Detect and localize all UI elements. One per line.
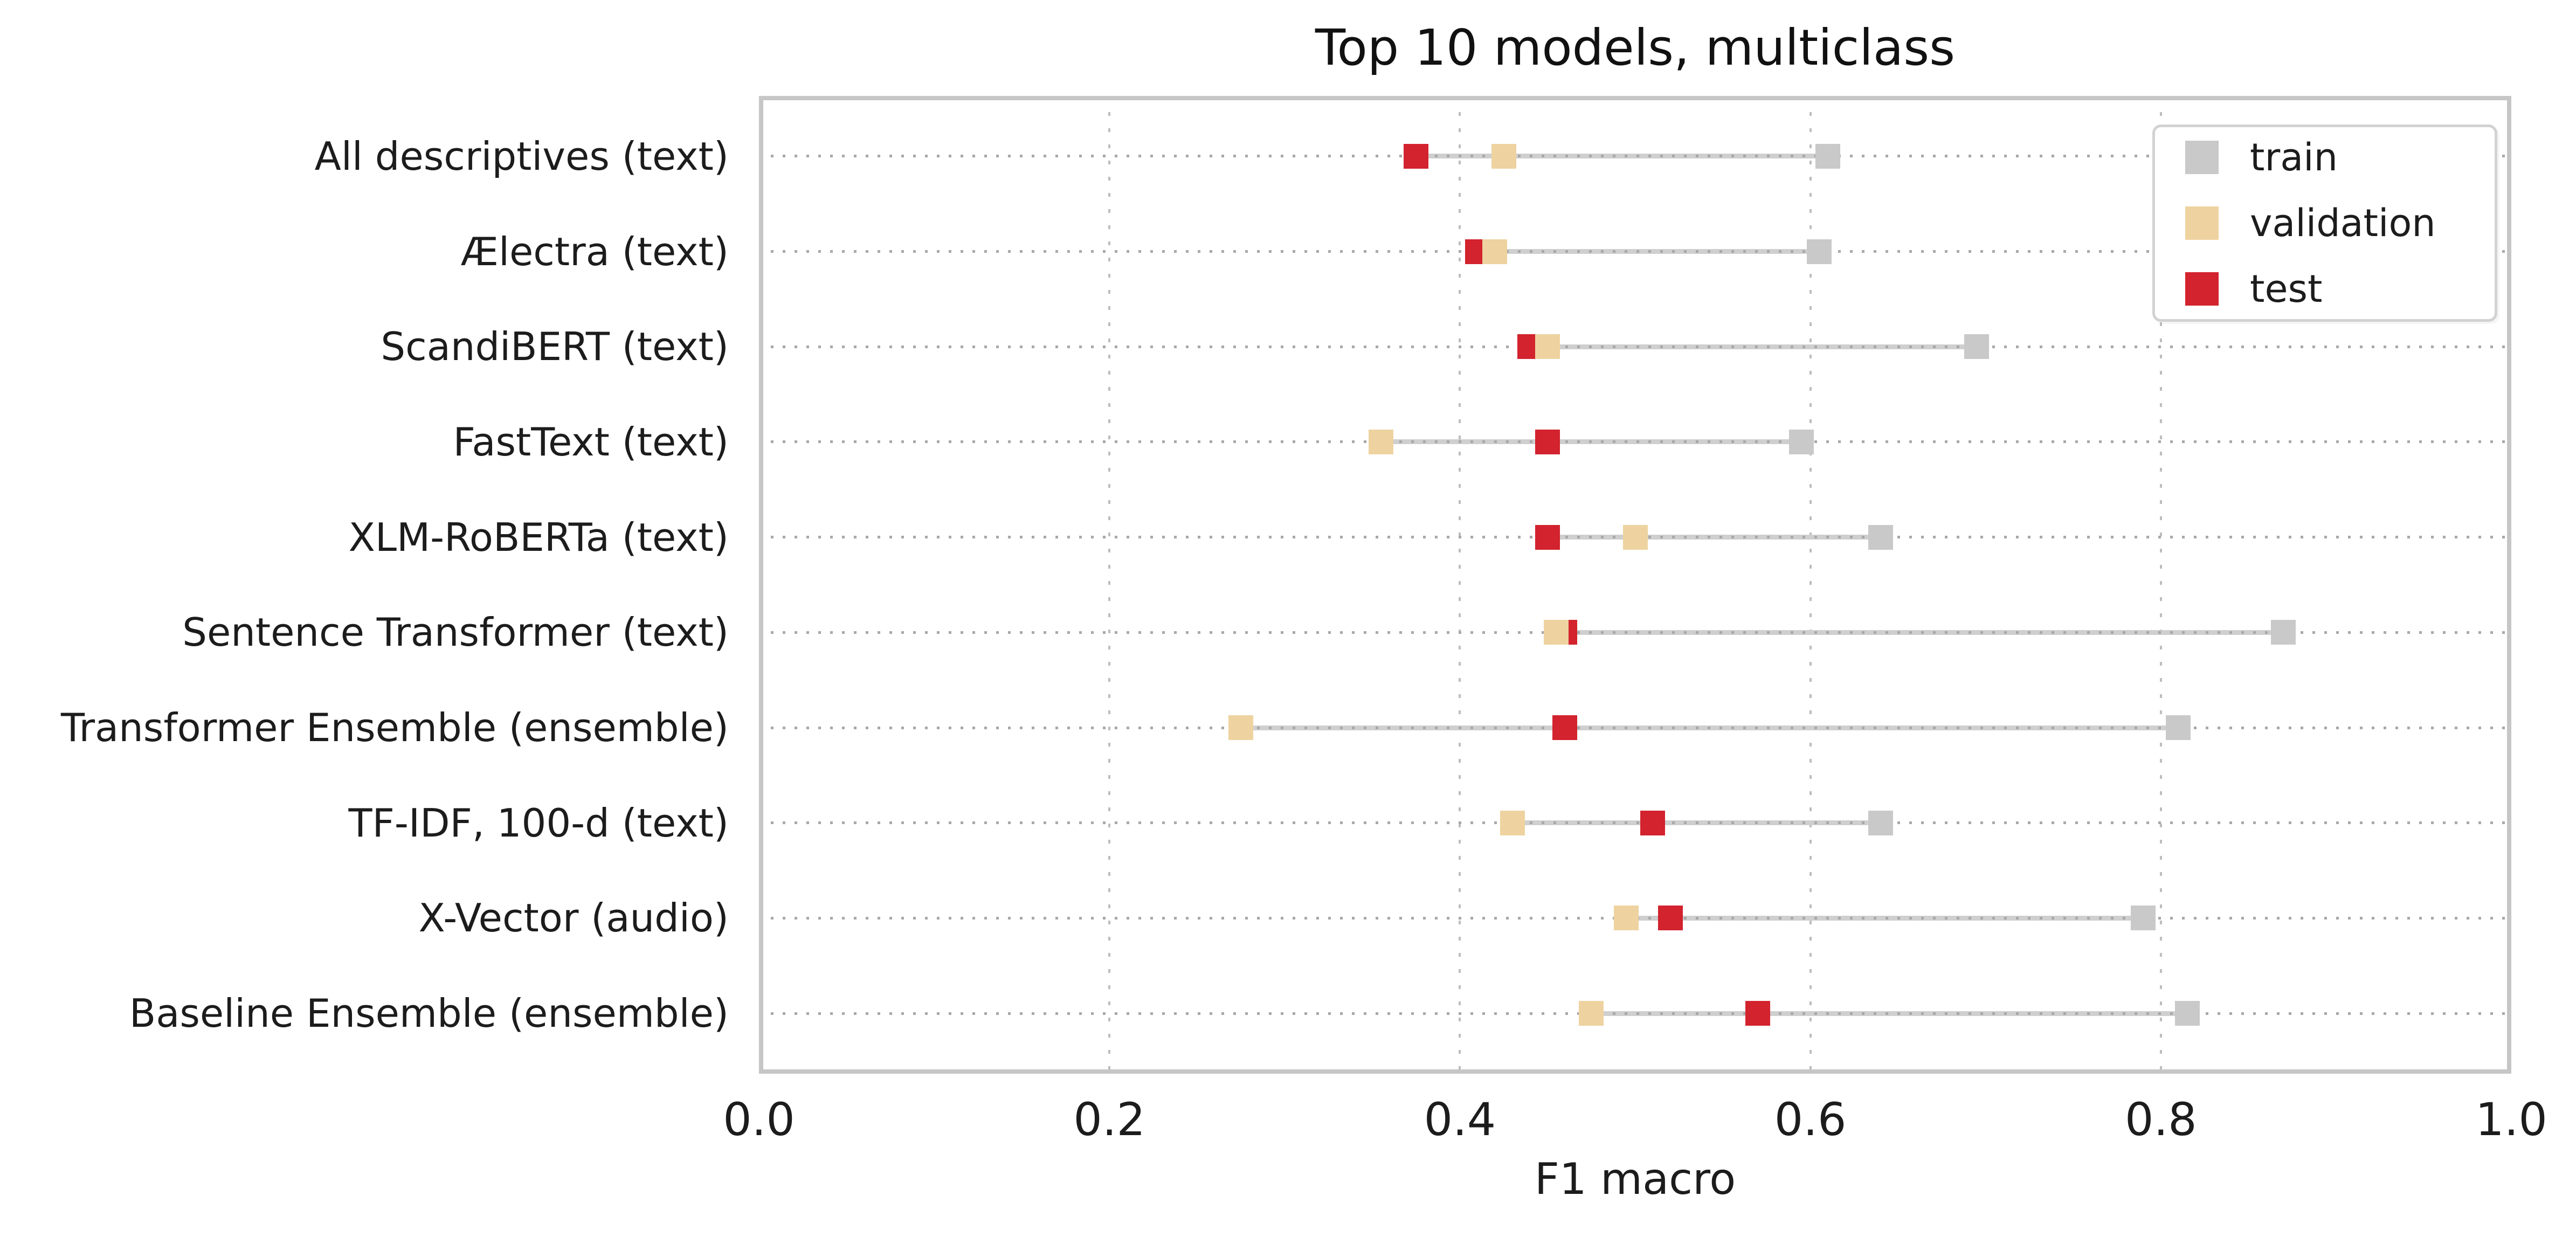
row-gridline xyxy=(759,250,2511,253)
marker-train xyxy=(1868,810,1893,835)
legend: train validation test xyxy=(2152,125,2497,322)
x-tick-label: 0.6 xyxy=(1774,1093,1847,1146)
y-tick-label: Baseline Ensemble (ensemble) xyxy=(129,991,729,1036)
row-gridline xyxy=(759,1012,2511,1015)
marker-test xyxy=(1640,810,1665,835)
x-tick-label: 1.0 xyxy=(2475,1093,2547,1146)
marker-validation xyxy=(1369,429,1394,454)
marker-test xyxy=(1745,1001,1771,1026)
row-gridline xyxy=(759,726,2511,729)
marker-test xyxy=(1552,715,1578,741)
y-tick-label: All descriptives (text) xyxy=(314,133,729,179)
marker-train xyxy=(1789,429,1814,454)
y-tick-label: Ælectra (text) xyxy=(460,229,729,274)
legend-label: test xyxy=(2250,267,2323,311)
legend-swatch-test xyxy=(2185,272,2219,306)
y-tick-label: XLM-RoBERTa (text) xyxy=(348,514,729,560)
row-gridline xyxy=(759,155,2511,158)
row-gridline xyxy=(759,631,2511,634)
marker-test xyxy=(1535,524,1560,550)
y-tick-label: ScandiBERT (text) xyxy=(381,324,729,370)
x-axis-label: F1 macro xyxy=(1534,1154,1736,1204)
y-tick-label: X-Vector (audio) xyxy=(418,895,729,941)
y-axis-labels: All descriptives (text) Ælectra (text) Sca… xyxy=(0,96,729,1074)
x-gridline xyxy=(1459,96,1461,1074)
row-gridline xyxy=(759,440,2511,444)
marker-validation xyxy=(1228,715,1254,741)
x-gridline xyxy=(2159,96,2162,1074)
marker-validation xyxy=(1535,334,1560,360)
marker-train xyxy=(1815,143,1841,169)
legend-label: train xyxy=(2250,135,2338,179)
marker-validation xyxy=(1500,810,1525,835)
row-gridline xyxy=(759,821,2511,825)
x-axis-ticks: 0.0 0.2 0.4 0.6 0.8 1.0 xyxy=(0,1090,2576,1149)
marker-train xyxy=(2271,620,2296,645)
marker-train xyxy=(1964,334,1990,360)
legend-item: train xyxy=(2185,139,2495,176)
chart-title: Top 10 models, multiclass xyxy=(1315,19,1956,77)
legend-swatch-validation xyxy=(2185,206,2219,240)
x-tick-label: 0.2 xyxy=(1073,1093,1145,1146)
marker-train xyxy=(1806,239,1832,264)
y-tick-label: FastText (text) xyxy=(453,419,729,465)
y-tick-label: TF-IDF, 100-d (text) xyxy=(348,800,729,846)
legend-item: test xyxy=(2185,270,2495,308)
marker-test xyxy=(1404,143,1429,169)
marker-test xyxy=(1535,429,1560,454)
legend-swatch-train xyxy=(2185,141,2219,174)
marker-validation xyxy=(1614,906,1639,931)
marker-validation xyxy=(1579,1001,1604,1026)
y-tick-label: Sentence Transformer (text) xyxy=(182,610,729,655)
x-tick-label: 0.8 xyxy=(2125,1093,2197,1146)
legend-item: validation xyxy=(2185,204,2495,242)
marker-validation xyxy=(1544,620,1569,645)
x-tick-label: 0.0 xyxy=(723,1093,795,1146)
legend-label: validation xyxy=(2250,201,2436,245)
x-gridline xyxy=(1809,96,1812,1074)
row-gridline xyxy=(759,345,2511,348)
x-tick-label: 0.4 xyxy=(1424,1093,1496,1146)
marker-train xyxy=(2166,715,2191,741)
marker-validation xyxy=(1491,143,1516,169)
x-gridline xyxy=(1108,96,1111,1074)
y-tick-label: Transformer Ensemble (ensemble) xyxy=(61,705,729,751)
marker-train xyxy=(1868,524,1893,550)
marker-validation xyxy=(1482,239,1508,264)
marker-train xyxy=(2131,906,2156,931)
marker-validation xyxy=(1622,524,1648,550)
marker-test xyxy=(1658,906,1683,931)
marker-train xyxy=(2174,1001,2200,1026)
